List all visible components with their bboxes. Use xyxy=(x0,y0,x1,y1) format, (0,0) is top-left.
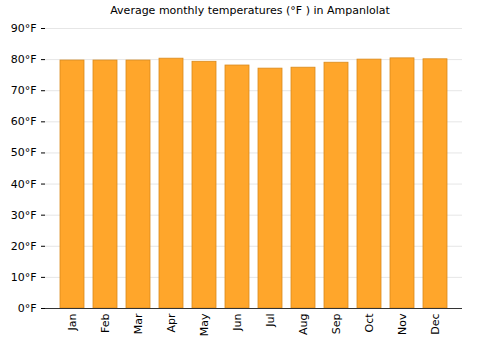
svg-text:Apr: Apr xyxy=(165,313,178,333)
svg-text:20°F: 20°F xyxy=(11,240,37,253)
svg-text:Sep: Sep xyxy=(330,313,343,334)
svg-text:80°F: 80°F xyxy=(11,53,37,66)
svg-text:Mar: Mar xyxy=(132,313,145,334)
svg-text:Oct: Oct xyxy=(363,313,376,333)
svg-text:Feb: Feb xyxy=(99,313,112,332)
html-text:Average monthly temperatures (: Average monthly temperatures (°F ) in Am… xyxy=(110,4,390,17)
svg-text:Nov: Nov xyxy=(396,313,409,335)
svg-text:May: May xyxy=(198,313,211,336)
svg-text:Jun: Jun xyxy=(231,313,244,331)
svg-text:30°F: 30°F xyxy=(11,209,37,222)
svg-text:Jul: Jul xyxy=(264,314,277,328)
svg-text:60°F: 60°F xyxy=(11,115,37,128)
svg-text:Dec: Dec xyxy=(429,314,442,335)
svg-text:70°F: 70°F xyxy=(11,84,37,97)
svg-text:50°F: 50°F xyxy=(11,146,37,159)
svg-text:Aug: Aug xyxy=(297,314,310,335)
svg-text:Jan: Jan xyxy=(66,313,79,331)
svg-text:90°F: 90°F xyxy=(11,22,37,35)
svg-text:0°F: 0°F xyxy=(18,302,37,315)
svg-text:10°F: 10°F xyxy=(11,271,37,284)
svg-text:40°F: 40°F xyxy=(11,178,37,191)
